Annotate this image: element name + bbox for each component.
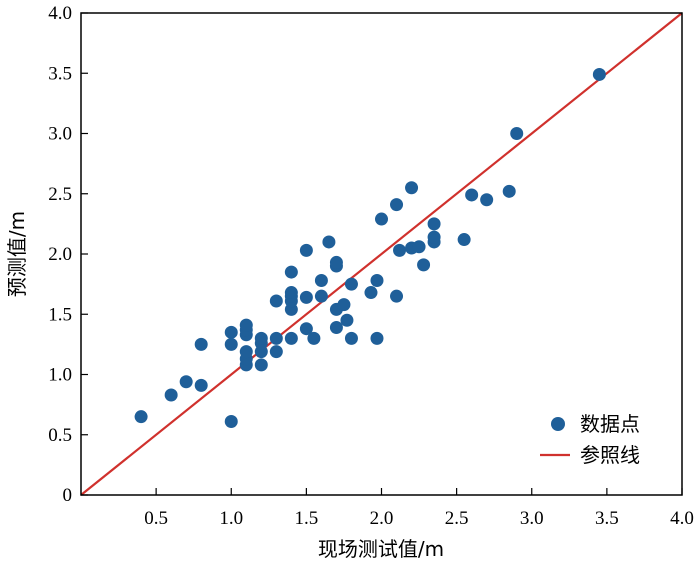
plot-area — [80, 12, 683, 496]
data-point — [134, 410, 148, 424]
x-tick-label: 3.0 — [520, 508, 544, 529]
y-axis-label: 预测值/m — [5, 211, 29, 297]
x-axis-label: 现场测试值/m — [318, 537, 444, 561]
data-point — [224, 337, 238, 351]
legend-label-scatter: 数据点 — [580, 412, 640, 436]
data-point — [224, 325, 238, 339]
legend: 数据点 参照线 — [540, 412, 640, 467]
y-tick-label: 3.5 — [48, 63, 72, 84]
data-point — [194, 378, 208, 392]
y-tick-label: 0 — [63, 485, 73, 506]
data-point — [417, 258, 431, 272]
data-point — [337, 298, 351, 312]
y-tick-label: 2.0 — [48, 244, 72, 265]
y-tick-label: 2.5 — [48, 184, 72, 205]
data-point — [412, 240, 426, 254]
data-point — [427, 230, 441, 244]
data-point — [592, 67, 606, 81]
data-point — [254, 331, 268, 345]
x-tick-label: 1.5 — [295, 508, 319, 529]
data-point — [224, 414, 238, 428]
data-point — [284, 265, 298, 279]
y-tick-label: 3.0 — [48, 124, 72, 145]
reference-line — [80, 12, 683, 496]
y-tick-label: 1.5 — [48, 304, 72, 325]
data-point — [194, 337, 208, 351]
data-point — [502, 184, 516, 198]
axis-ticks: 0.5 1.0 1.5 2.0 2.5 3.0 3.5 4.0 0 0.5 1.0 1.5 2.0 2.5… — [48, 3, 694, 529]
data-point — [239, 318, 253, 332]
y-tick-label: 1.0 — [48, 365, 72, 386]
data-point — [299, 322, 313, 336]
legend-label-line: 参照线 — [580, 443, 640, 467]
data-point — [370, 274, 384, 288]
data-point — [314, 274, 328, 288]
x-tick-label: 2.5 — [445, 508, 469, 529]
y-tick-label: 0.5 — [48, 425, 72, 446]
data-point — [322, 235, 336, 249]
data-point — [307, 331, 321, 345]
data-point — [164, 388, 178, 402]
x-tick-label: 3.5 — [595, 508, 619, 529]
data-point — [314, 289, 328, 303]
data-point — [284, 331, 298, 345]
data-point — [329, 255, 343, 269]
data-point — [457, 233, 471, 247]
data-point — [344, 331, 358, 345]
data-point — [329, 321, 343, 335]
data-point — [179, 375, 193, 389]
data-point — [405, 181, 419, 195]
data-point — [269, 294, 283, 308]
x-tick-label: 0.5 — [144, 508, 168, 529]
data-point — [390, 198, 404, 212]
data-point — [465, 188, 479, 202]
data-point — [370, 331, 384, 345]
data-point — [269, 331, 283, 345]
data-point — [299, 243, 313, 257]
data-point — [284, 286, 298, 300]
data-point — [510, 127, 524, 140]
x-tick-label: 4.0 — [670, 508, 694, 529]
data-point — [299, 290, 313, 304]
data-point — [480, 193, 494, 207]
data-point — [364, 286, 378, 300]
x-tick-label: 2.0 — [370, 508, 394, 529]
plot-frame — [80, 12, 683, 496]
y-tick-label: 4.0 — [48, 3, 72, 24]
data-point — [254, 358, 268, 372]
data-point — [239, 345, 253, 359]
data-point — [390, 289, 404, 303]
data-point — [393, 243, 407, 257]
x-tick-label: 1.0 — [219, 508, 243, 529]
data-point — [375, 212, 388, 226]
legend-marker-scatter — [551, 417, 565, 431]
data-point — [269, 345, 283, 359]
data-point — [427, 217, 441, 231]
data-point — [340, 313, 354, 327]
data-point — [344, 277, 358, 291]
